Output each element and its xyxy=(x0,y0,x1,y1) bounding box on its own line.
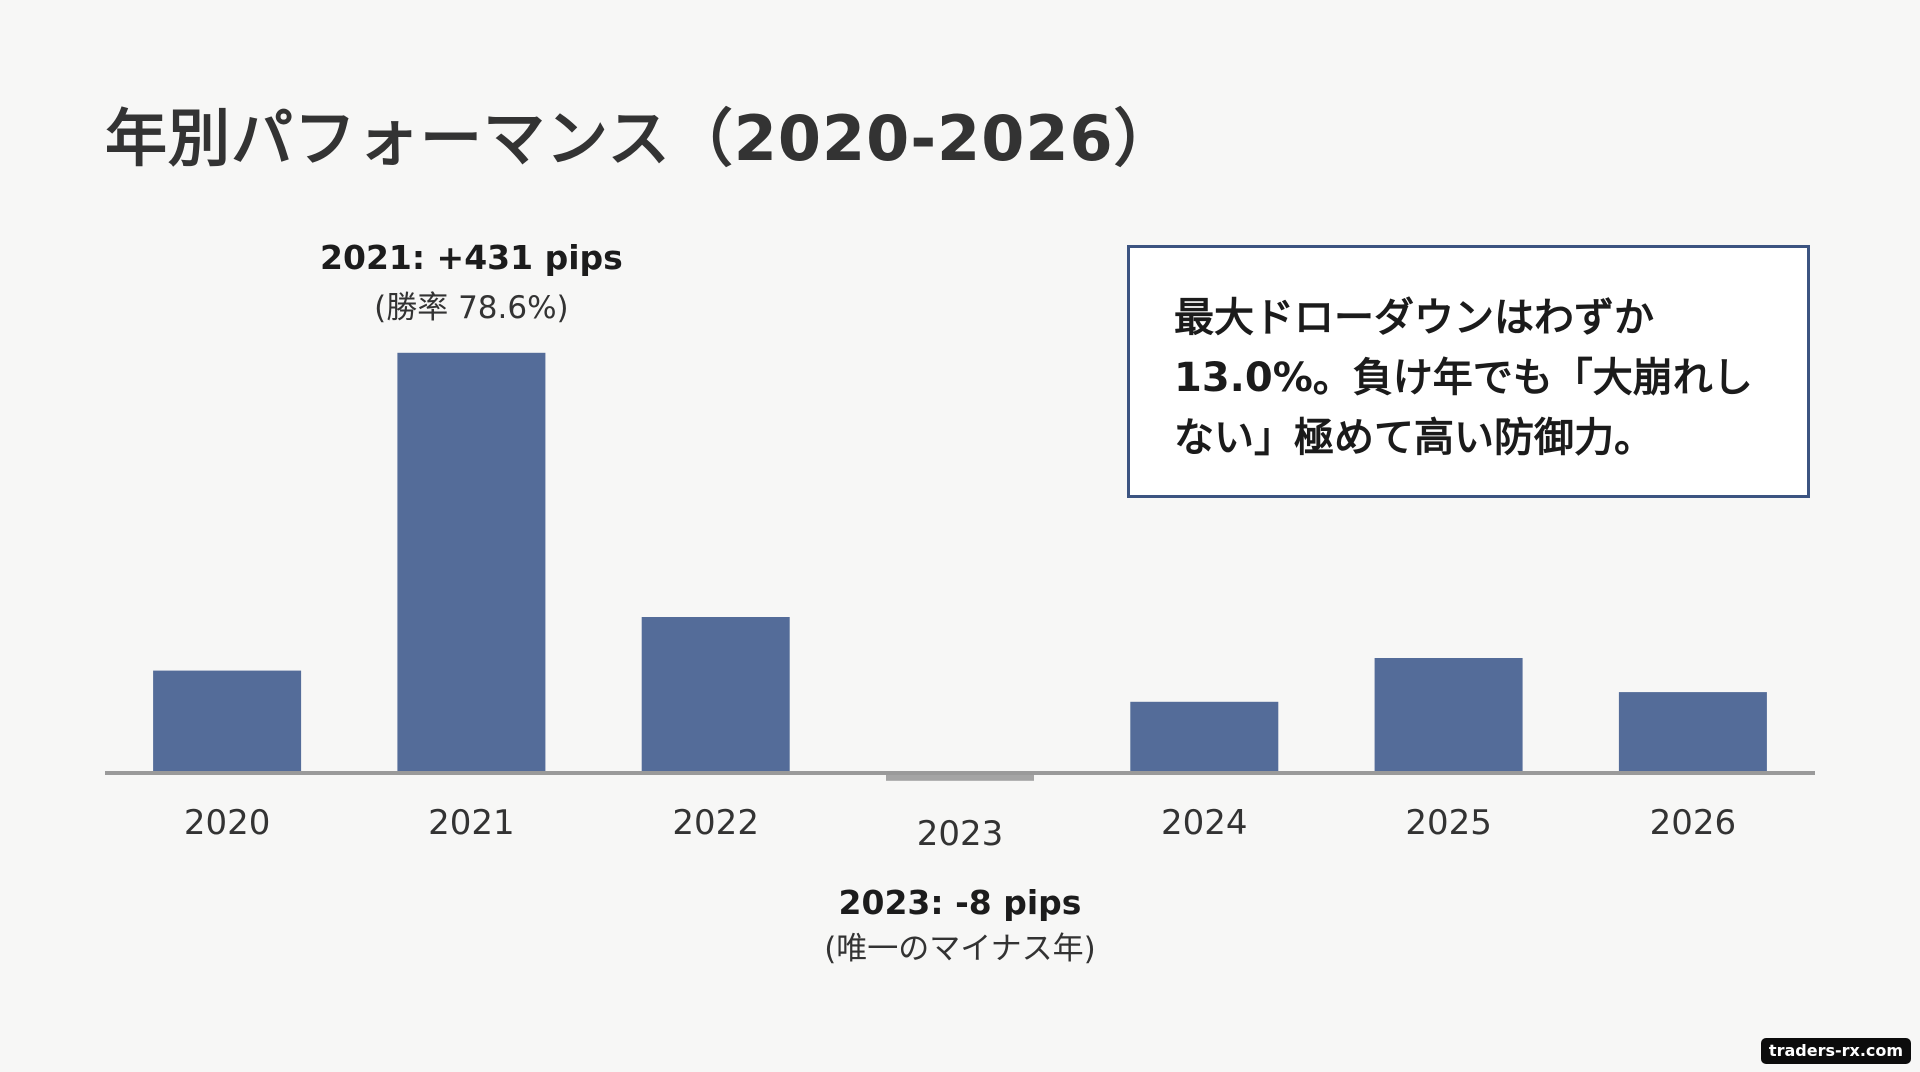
x-tick-label-2025: 2025 xyxy=(1405,803,1492,843)
bar-2024 xyxy=(1130,701,1279,773)
bar-2025 xyxy=(1374,658,1523,773)
callout-line: ない」極めて高い防御力。 xyxy=(1174,415,1654,461)
x-tick-label-2024: 2024 xyxy=(1161,803,1248,843)
callout-line: 13.0%。負け年でも「大崩れし xyxy=(1174,355,1753,401)
x-tick-label-2026: 2026 xyxy=(1650,803,1737,843)
x-tick-label-2020: 2020 xyxy=(184,803,271,843)
annotation-2021-note: (勝率 78.6%) xyxy=(374,290,569,326)
x-tick-label-2022: 2022 xyxy=(672,803,759,843)
bar-2020 xyxy=(153,670,302,773)
watermark-badge[interactable]: traders-rx.com xyxy=(1761,1038,1911,1064)
callout-text: 最大ドローダウンはわずか 13.0%。負け年でも「大崩れし ない」極めて高い防御… xyxy=(1174,288,1767,468)
bar-2026 xyxy=(1618,692,1767,773)
bars-group xyxy=(153,352,1767,781)
page-title: 年別パフォーマンス（2020-2026） xyxy=(105,102,1177,175)
x-tick-labels: 2020 2021 2022 2023 2024 2025 2026 xyxy=(184,803,1736,854)
annotation-2023-note: (唯一のマイナス年) xyxy=(824,931,1096,967)
annotations: 2021: +431 pips (勝率 78.6%) 2023: -8 pips (唯… xyxy=(320,238,1096,967)
annotation-2023-value: 2023: -8 pips xyxy=(839,883,1082,922)
bar-2022 xyxy=(641,617,790,773)
annotation-2021-value: 2021: +431 pips xyxy=(320,238,623,277)
x-tick-label-2023: 2023 xyxy=(917,814,1004,854)
bar-2023 xyxy=(886,773,1034,781)
bar-2021 xyxy=(397,352,546,773)
drawdown-callout-box: 最大ドローダウンはわずか 13.0%。負け年でも「大崩れし ない」極めて高い防御… xyxy=(1127,245,1810,498)
x-tick-label-2021: 2021 xyxy=(428,803,515,843)
callout-line: 最大ドローダウンはわずか xyxy=(1174,295,1654,341)
